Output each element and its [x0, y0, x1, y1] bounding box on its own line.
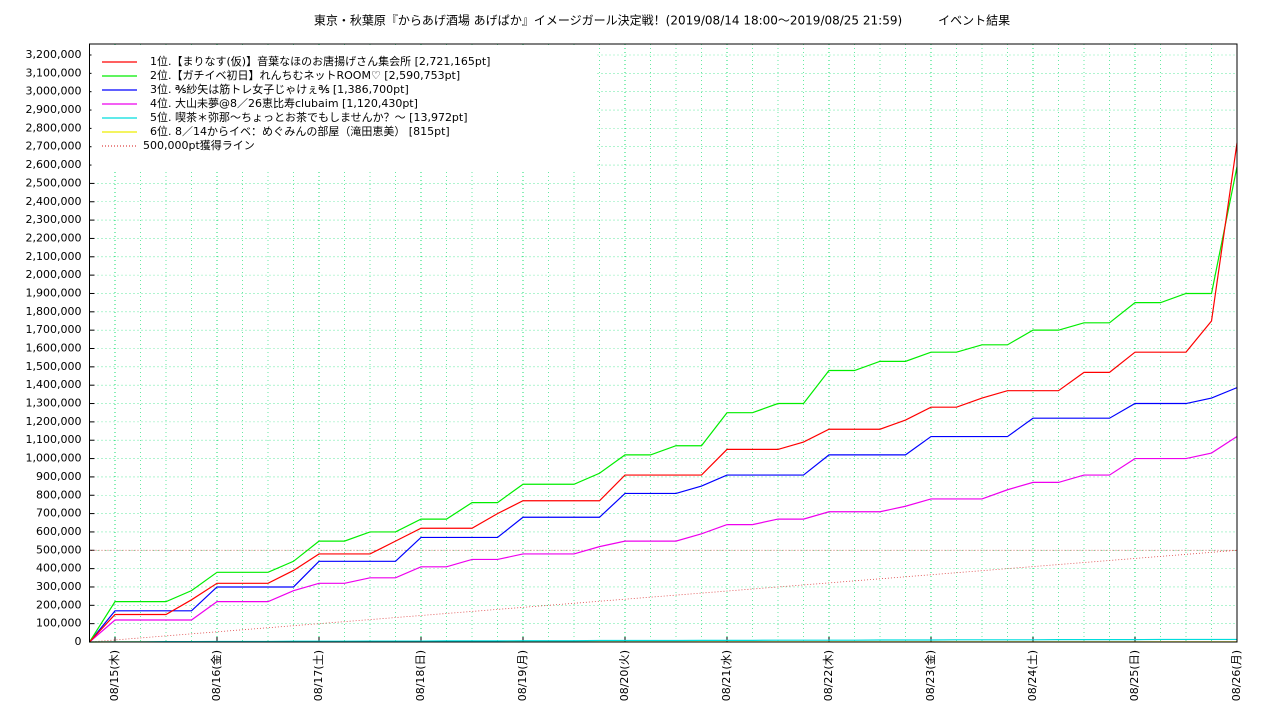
legend-box [91, 46, 597, 172]
x-tick-label: 08/15(木) [108, 650, 121, 701]
y-tick-label: 600,000 [36, 525, 82, 538]
target-line [89, 549, 1238, 643]
plot-frame [89, 43, 1238, 643]
y-tick-label: 1,100,000 [26, 433, 82, 446]
x-tick-label: 08/22(木) [822, 650, 835, 701]
series-line [88, 166, 1238, 643]
y-tick-label: 2,800,000 [26, 121, 82, 134]
y-tick-label: 2,900,000 [26, 103, 82, 116]
y-tick-label: 3,000,000 [26, 85, 82, 98]
chart-title: 東京・秋葉原『からあげ酒場 あげぱか』イメージガール決定戦！(2019/08/1… [314, 13, 1010, 28]
y-tick-label: 2,200,000 [26, 231, 82, 244]
x-tick-label: 08/17(土) [312, 650, 325, 701]
y-tick-label: 300,000 [36, 580, 82, 593]
y-tick-label: 1,600,000 [26, 342, 82, 355]
x-tick-label: 08/18(日) [414, 650, 427, 701]
y-tick-label: 500,000 [36, 543, 82, 556]
y-tick-label: 400,000 [36, 562, 82, 575]
y-tick-label: 3,100,000 [26, 66, 82, 79]
legend-label: 3位. ℁紗矢は筋トレ女子じゃけぇ℁ [1,386,700pt] [150, 82, 409, 96]
y-tick-label: 1,800,000 [26, 305, 82, 318]
y-tick-label: 900,000 [36, 470, 82, 483]
y-tick-label: 2,100,000 [26, 250, 82, 263]
y-tick-label: 1,200,000 [26, 415, 82, 428]
legend-label: 5位. 喫茶＊弥那〜ちょっとお茶でもしませんか？〜 [13,972pt] [150, 110, 468, 124]
y-tick-label: 2,600,000 [26, 158, 82, 171]
x-tick-label: 08/20(火) [618, 650, 631, 701]
y-tick-label: 3,200,000 [26, 48, 82, 61]
y-tick-label: 1,000,000 [26, 452, 82, 465]
legend-label: 1位.【まりなす(仮)】音葉なほのお唐揚げさん集会所 [2,721,165pt] [150, 54, 490, 68]
series-line [89, 435, 1238, 643]
y-tick-label: 200,000 [36, 598, 82, 611]
y-tick-label: 1,300,000 [26, 397, 82, 410]
y-tick-label: 0 [75, 635, 82, 648]
series-line [89, 142, 1238, 643]
series-line [89, 638, 1238, 643]
y-tick-label: 800,000 [36, 488, 82, 501]
x-tick-label: 08/21(水) [720, 650, 733, 701]
x-tick-label: 08/16(金) [209, 650, 223, 701]
x-tick-label: 08/23(金) [923, 650, 937, 701]
x-tick-label: 08/19(月) [516, 650, 529, 701]
y-tick-label: 2,500,000 [26, 176, 82, 189]
y-tick-label: 1,500,000 [26, 360, 82, 373]
y-tick-label: 1,700,000 [26, 323, 82, 336]
y-tick-label: 1,400,000 [26, 378, 82, 391]
series-line [89, 387, 1238, 643]
y-tick-label: 100,000 [36, 617, 82, 630]
y-tick-label: 1,900,000 [26, 286, 82, 299]
y-tick-label: 2,000,000 [26, 268, 82, 281]
legend-label: 4位. 大山未夢@8／26恵比寿clubaim [1,120,430pt] [150, 96, 418, 110]
x-tick-label: 08/25(日) [1128, 650, 1141, 701]
y-tick-label: 700,000 [36, 507, 82, 520]
y-tick-label: 2,300,000 [26, 213, 82, 226]
legend-label: 6位. 8／14からイベ：めぐみんの部屋（滝田恵美） [815pt] [150, 124, 450, 138]
y-tick-label: 2,700,000 [26, 140, 82, 153]
legend-label: 500,000pt獲得ライン [143, 139, 255, 152]
x-tick-label: 08/26(月) [1230, 650, 1243, 701]
y-tick-label: 2,400,000 [26, 195, 82, 208]
x-tick-label: 08/24(土) [1026, 650, 1039, 701]
legend-label: 2位.【ガチイベ初日】れんちむネットROOM♡ [2,590,753pt] [150, 68, 460, 82]
